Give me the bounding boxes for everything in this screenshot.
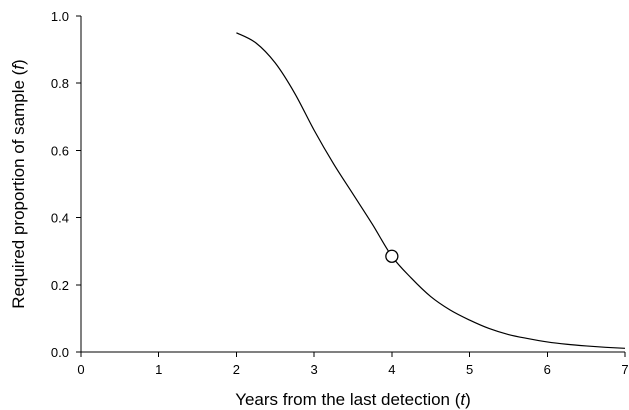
y-tick-label: 0.8 (51, 76, 69, 91)
x-axis-title: Years from the last detection (t) (235, 390, 471, 409)
y-tick-label: 0.6 (51, 143, 69, 158)
markers (385, 249, 399, 263)
x-tick-label: 5 (466, 362, 473, 377)
x-tick-label: 0 (77, 362, 84, 377)
y-tick-label: 0.0 (51, 345, 69, 360)
data-curve (236, 32, 626, 349)
x-tick-label: 2 (233, 362, 240, 377)
x-tick-label: 4 (388, 362, 395, 377)
x-tick-label: 6 (544, 362, 551, 377)
x-tick-label: 1 (155, 362, 162, 377)
axes (80, 16, 625, 353)
y-tick-label: 1.0 (51, 9, 69, 24)
x-tick-label: 3 (311, 362, 318, 377)
open-circle-marker (385, 249, 399, 263)
y-tick-label: 0.2 (51, 278, 69, 293)
y-tick-label: 0.4 (51, 211, 69, 226)
x-tick-label: 7 (621, 362, 628, 377)
x-ticks: 0 1 2 3 4 5 6 7 (77, 352, 629, 377)
y-axis-title: Required proportion of sample (f) (9, 59, 28, 308)
y-ticks: 0.0 0.2 0.4 0.6 0.8 1.0 (51, 9, 81, 360)
